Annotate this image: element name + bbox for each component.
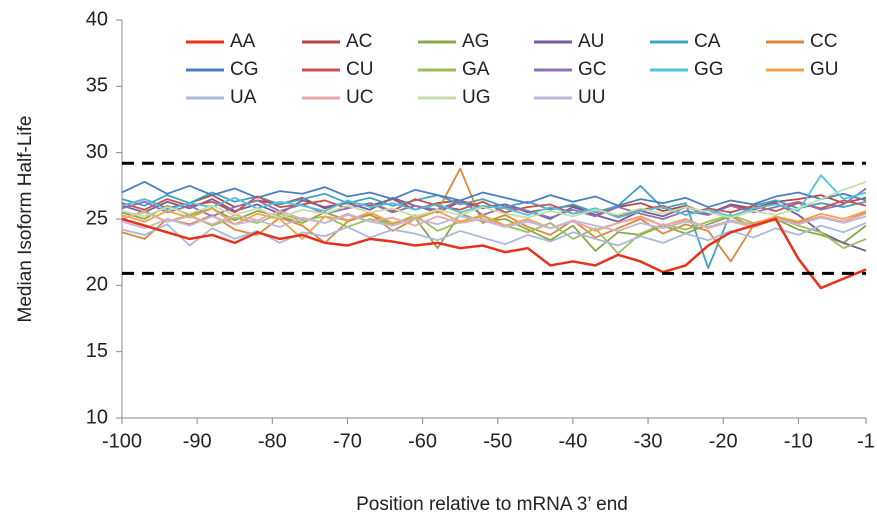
- x-tick-label: -80: [258, 430, 287, 452]
- x-tick-label: -1: [857, 430, 875, 452]
- legend-label: CA: [694, 31, 721, 52]
- series-line: [121, 210, 867, 255]
- legend-label: UA: [230, 87, 257, 108]
- legend-label: CU: [346, 59, 373, 80]
- y-tick-label: 35: [86, 75, 108, 97]
- legend-label: GA: [462, 59, 490, 80]
- y-tick-label: 10: [86, 406, 108, 428]
- series-line: [121, 214, 867, 232]
- y-axis-title: Median Isoform Half-Life: [15, 116, 36, 323]
- series-line: [121, 222, 867, 247]
- y-tick-label: 20: [86, 274, 108, 296]
- legend-label: CG: [230, 59, 259, 80]
- legend-label: GG: [694, 59, 724, 80]
- x-tick-label: -100: [102, 430, 142, 452]
- legend-label: UU: [578, 87, 605, 108]
- legend-label: GU: [810, 59, 839, 80]
- x-tick-label: -40: [558, 430, 587, 452]
- x-tick-label: -50: [483, 430, 512, 452]
- x-tick-label: -10: [784, 430, 813, 452]
- y-tick-label: 40: [86, 8, 108, 30]
- series-line: [121, 174, 867, 219]
- x-axis-title: Position relative to mRNA 3’ end: [356, 494, 628, 515]
- legend-label: GC: [578, 59, 607, 80]
- legend-label: AG: [462, 31, 489, 52]
- y-tick-label: 15: [86, 340, 108, 362]
- x-tick-label: -30: [634, 430, 663, 452]
- x-tick-label: -60: [408, 430, 437, 452]
- legend-label: UC: [346, 87, 373, 108]
- series-line: [121, 217, 867, 290]
- y-tick-label: 25: [86, 207, 108, 229]
- y-tick-label: 30: [86, 141, 108, 163]
- x-tick-label: -20: [709, 430, 738, 452]
- legend-label: AA: [230, 31, 256, 52]
- legend-label: CC: [810, 31, 837, 52]
- legend-label: UG: [462, 87, 491, 108]
- series-line: [121, 180, 867, 208]
- series-line: [121, 167, 867, 263]
- x-tick-label: -70: [333, 430, 362, 452]
- legend-label: AC: [346, 31, 372, 52]
- series-line: [121, 181, 867, 219]
- x-tick-label: -90: [183, 430, 212, 452]
- legend-label: AU: [578, 31, 604, 52]
